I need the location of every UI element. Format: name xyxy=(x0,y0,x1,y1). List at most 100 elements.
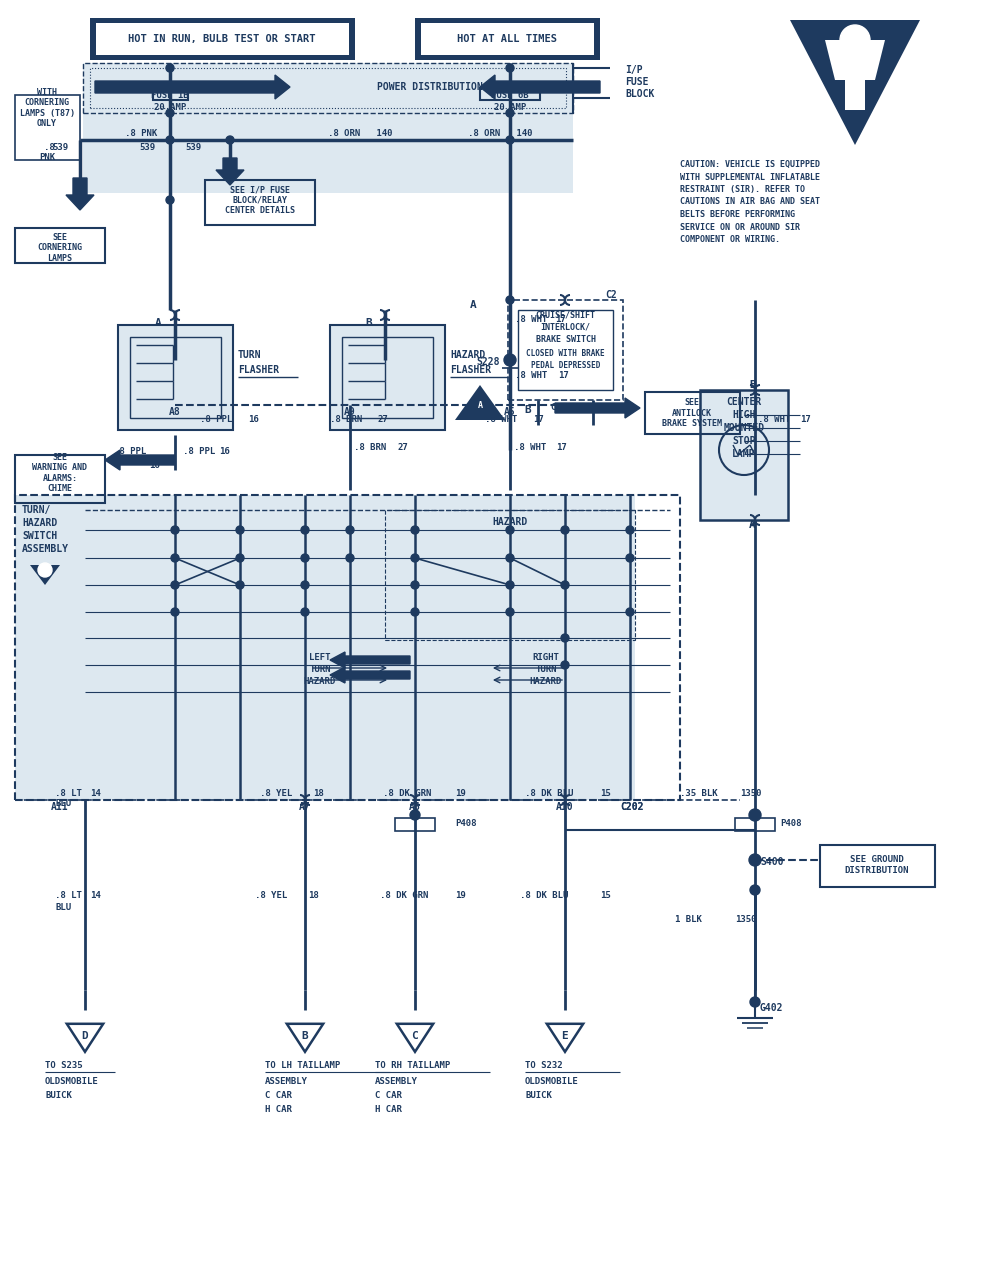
Text: TO S235: TO S235 xyxy=(45,1060,83,1069)
Circle shape xyxy=(506,608,514,615)
Bar xyxy=(15,228,105,263)
Polygon shape xyxy=(790,21,920,145)
Text: BLOCK: BLOCK xyxy=(625,88,654,99)
Text: TURN: TURN xyxy=(238,350,261,360)
Text: RIGHT: RIGHT xyxy=(532,654,559,663)
Text: 15: 15 xyxy=(600,788,611,797)
Text: 1350: 1350 xyxy=(740,788,761,797)
Text: FUSE: FUSE xyxy=(625,77,648,87)
Circle shape xyxy=(171,581,179,588)
Text: 27: 27 xyxy=(397,442,408,451)
Text: C CAR: C CAR xyxy=(375,1091,402,1100)
Polygon shape xyxy=(216,158,244,185)
Text: FLASHER: FLASHER xyxy=(238,365,279,376)
Text: .8 YEL: .8 YEL xyxy=(255,891,287,900)
Polygon shape xyxy=(105,450,175,470)
Circle shape xyxy=(411,554,419,562)
Circle shape xyxy=(561,581,569,588)
Polygon shape xyxy=(480,76,600,99)
Text: SEE
CORNERING
LAMPS: SEE CORNERING LAMPS xyxy=(37,233,83,263)
Text: P408: P408 xyxy=(780,819,801,828)
Text: .8 BRN: .8 BRN xyxy=(330,415,362,424)
Circle shape xyxy=(506,64,514,72)
Circle shape xyxy=(171,608,179,615)
Bar xyxy=(735,818,775,831)
Text: 14: 14 xyxy=(90,891,101,900)
Bar xyxy=(90,68,566,108)
Text: 19: 19 xyxy=(455,788,466,797)
Polygon shape xyxy=(67,1024,103,1051)
Bar xyxy=(15,495,680,800)
Circle shape xyxy=(561,526,569,535)
Text: B: B xyxy=(301,1032,308,1041)
Text: G402: G402 xyxy=(760,1003,783,1013)
Circle shape xyxy=(626,526,634,535)
Circle shape xyxy=(166,109,174,117)
Text: A7: A7 xyxy=(299,803,310,812)
Circle shape xyxy=(301,581,309,588)
Text: 539: 539 xyxy=(51,144,68,153)
Text: OLDSMOBILE: OLDSMOBILE xyxy=(45,1077,99,1087)
Text: 15: 15 xyxy=(600,891,611,900)
Text: 16: 16 xyxy=(220,447,231,456)
Text: 539: 539 xyxy=(139,144,155,153)
Text: SEE
ANTILOCK
BRAKE SYSTEM: SEE ANTILOCK BRAKE SYSTEM xyxy=(662,399,722,428)
Text: .8 DK BLU: .8 DK BLU xyxy=(520,891,569,900)
Text: C: C xyxy=(411,1032,418,1041)
Bar xyxy=(96,23,349,55)
Bar xyxy=(518,310,613,390)
Polygon shape xyxy=(95,76,290,99)
Text: SEE
WARNING AND
ALARMS:
CHIME: SEE WARNING AND ALARMS: CHIME xyxy=(32,453,88,494)
Text: .8 DK BLU: .8 DK BLU xyxy=(525,788,574,797)
Text: BRAKE SWITCH: BRAKE SWITCH xyxy=(535,336,596,345)
Text: 539: 539 xyxy=(185,144,202,153)
Circle shape xyxy=(506,136,514,144)
Circle shape xyxy=(750,885,760,895)
Text: .8: .8 xyxy=(44,144,55,153)
Text: POWER DISTRIBUTION: POWER DISTRIBUTION xyxy=(377,82,483,92)
Text: HOT IN RUN, BULB TEST OR START: HOT IN RUN, BULB TEST OR START xyxy=(128,35,316,44)
Bar xyxy=(395,818,435,831)
Circle shape xyxy=(236,526,244,535)
Polygon shape xyxy=(330,667,410,683)
Text: HOT AT ALL TIMES: HOT AT ALL TIMES xyxy=(457,35,557,44)
Polygon shape xyxy=(455,385,505,420)
Text: .8 PPL: .8 PPL xyxy=(200,415,232,424)
Bar xyxy=(15,455,105,503)
Text: .8 WHT: .8 WHT xyxy=(485,415,517,424)
Text: .8 LT: .8 LT xyxy=(55,891,82,900)
Polygon shape xyxy=(825,40,885,110)
Bar xyxy=(83,63,573,113)
Text: 20 AMP: 20 AMP xyxy=(154,104,186,113)
Circle shape xyxy=(506,296,514,304)
Text: FUSE 6B: FUSE 6B xyxy=(491,91,529,100)
Text: S400: S400 xyxy=(760,856,783,867)
Text: H CAR: H CAR xyxy=(375,1105,402,1114)
Text: .8 WHT: .8 WHT xyxy=(515,370,547,379)
Bar xyxy=(700,390,788,520)
Text: 17: 17 xyxy=(600,404,611,413)
Circle shape xyxy=(506,554,514,562)
Text: A8: A8 xyxy=(169,406,180,417)
Bar xyxy=(90,18,355,60)
Text: CRUISE/SHIFT: CRUISE/SHIFT xyxy=(535,310,596,319)
Text: 1350: 1350 xyxy=(735,915,756,924)
Text: P408: P408 xyxy=(455,819,477,828)
Text: TO LH TAILLAMP: TO LH TAILLAMP xyxy=(265,1060,341,1069)
Text: .8 DK GRN: .8 DK GRN xyxy=(383,788,431,797)
Text: SEE I/P FUSE
BLOCK/RELAY
CENTER DETAILS: SEE I/P FUSE BLOCK/RELAY CENTER DETAILS xyxy=(225,185,295,215)
Polygon shape xyxy=(330,653,410,668)
Text: HAZARD: HAZARD xyxy=(303,677,336,686)
Text: CLOSED WITH BRAKE: CLOSED WITH BRAKE xyxy=(526,349,605,358)
Text: A5: A5 xyxy=(504,406,516,417)
Text: .8 BRN: .8 BRN xyxy=(354,442,386,451)
Polygon shape xyxy=(66,178,94,210)
Circle shape xyxy=(346,554,354,562)
Circle shape xyxy=(750,997,760,1006)
Bar xyxy=(508,300,623,400)
Bar xyxy=(205,179,314,226)
Circle shape xyxy=(166,136,174,144)
Circle shape xyxy=(411,526,419,535)
Text: 14: 14 xyxy=(90,788,101,797)
Circle shape xyxy=(38,563,52,577)
